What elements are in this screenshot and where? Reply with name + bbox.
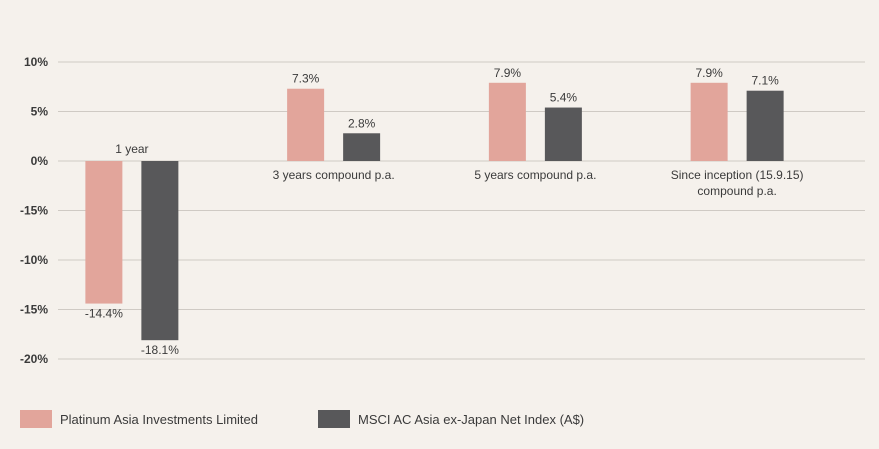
legend-swatch-platinum [20,410,52,428]
bar [746,90,784,161]
legend-item-msci: MSCI AC Asia ex-Japan Net Index (A$) [317,410,585,428]
bar [141,161,179,341]
y-tick-label: -15% [20,204,48,218]
data-label: 7.9% [494,66,522,80]
bar [343,133,381,161]
y-tick-label: 10% [24,55,48,69]
y-tick-label: 0% [31,154,49,168]
bar [544,107,582,161]
y-tick-label: -15% [20,303,48,317]
data-label: 7.9% [695,66,723,80]
bar [488,82,526,161]
data-label: 7.3% [292,72,320,86]
bar [85,161,123,304]
y-tick-label: -20% [20,352,48,366]
category-label: Since inception (15.9.15) [671,168,804,182]
data-label: -14.4% [85,307,123,321]
category-label: 1 year [115,142,148,156]
category-label: compound p.a. [697,184,776,198]
legend: Platinum Asia Investments Limited MSCI A… [20,410,584,428]
legend-swatch-msci [317,410,350,428]
y-tick-label: 5% [31,105,49,119]
legend-label-platinum: Platinum Asia Investments Limited [60,411,258,427]
data-label: 5.4% [550,91,578,105]
legend-label-msci: MSCI AC Asia ex-Japan Net Index (A$) [357,411,585,427]
data-label: 7.1% [751,74,779,88]
legend-item-platinum: Platinum Asia Investments Limited [20,410,258,428]
data-label: 2.8% [348,116,376,130]
data-label: -18.1% [141,343,179,357]
y-tick-label: -10% [20,253,48,267]
bar [287,88,325,161]
bar [690,82,728,161]
category-label: 3 years compound p.a. [273,168,395,182]
category-label: 5 years compound p.a. [474,168,596,182]
